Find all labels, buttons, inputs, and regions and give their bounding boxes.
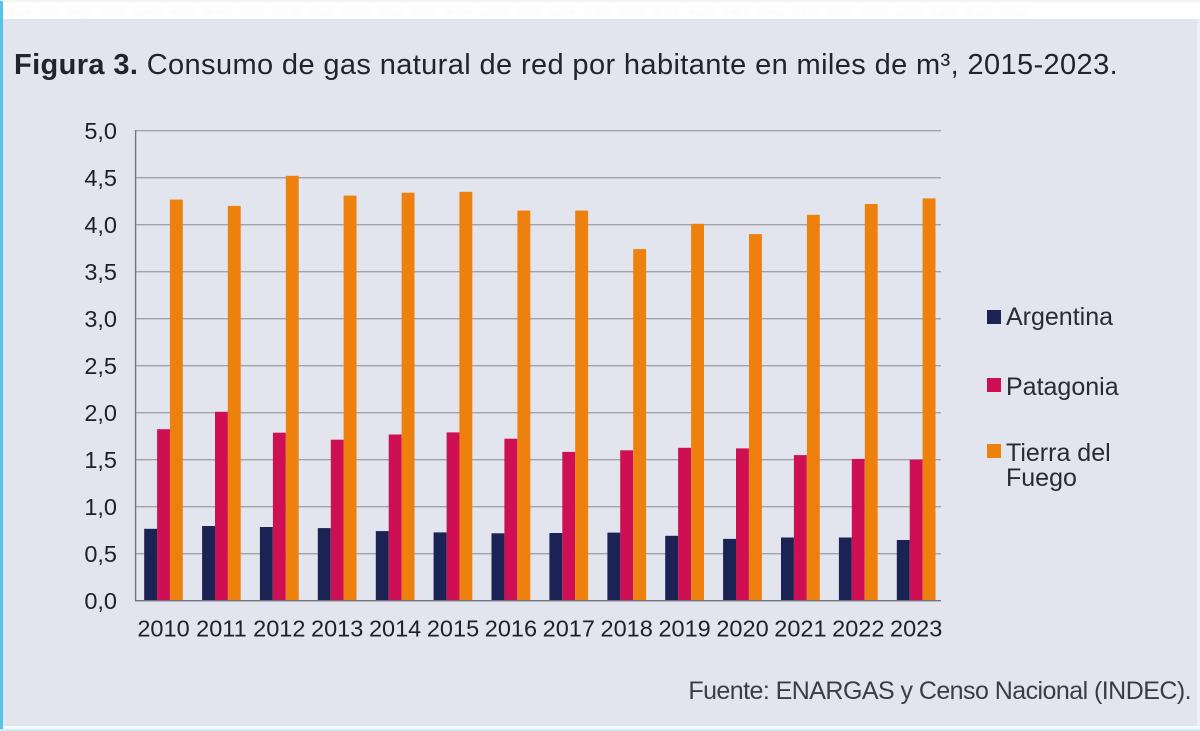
svg-text:2013: 2013 — [311, 616, 363, 642]
svg-text:2022: 2022 — [832, 616, 884, 642]
svg-text:2011: 2011 — [196, 616, 247, 642]
svg-text:4,5: 4,5 — [84, 165, 117, 191]
svg-text:2018: 2018 — [601, 616, 653, 642]
svg-text:2015: 2015 — [427, 616, 479, 642]
svg-text:2016: 2016 — [485, 616, 537, 642]
svg-text:2020: 2020 — [716, 616, 768, 642]
svg-text:5,0: 5,0 — [84, 118, 117, 144]
svg-text:2019: 2019 — [658, 616, 710, 642]
svg-text:4,0: 4,0 — [84, 212, 117, 238]
svg-text:1,5: 1,5 — [84, 447, 117, 473]
svg-text:3,5: 3,5 — [84, 259, 117, 285]
svg-text:3,0: 3,0 — [84, 306, 117, 332]
svg-text:2017: 2017 — [543, 616, 595, 642]
svg-text:2023: 2023 — [890, 616, 942, 642]
svg-text:2,5: 2,5 — [84, 353, 117, 379]
svg-text:2,0: 2,0 — [84, 400, 117, 426]
svg-text:2010: 2010 — [137, 616, 189, 642]
svg-text:1,0: 1,0 — [84, 494, 117, 520]
svg-text:2012: 2012 — [253, 616, 305, 642]
svg-text:2014: 2014 — [369, 616, 421, 642]
svg-text:0,5: 0,5 — [84, 541, 117, 567]
svg-text:0,0: 0,0 — [84, 588, 117, 614]
svg-text:2021: 2021 — [774, 616, 826, 642]
